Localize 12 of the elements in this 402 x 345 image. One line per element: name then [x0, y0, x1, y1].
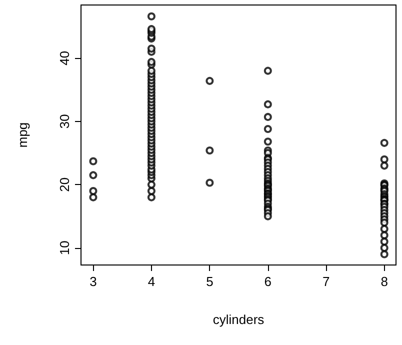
x-tick-label: 5	[206, 274, 214, 289]
x-axis-title: cylinders	[212, 312, 265, 327]
x-tick-label: 8	[380, 274, 388, 289]
x-tick-label: 6	[264, 274, 272, 289]
y-axis-title: mpg	[15, 122, 30, 148]
y-tick-label: 20	[57, 177, 72, 192]
y-tick-label: 40	[57, 50, 72, 66]
x-tick-label: 4	[148, 274, 156, 289]
x-tick-label: 3	[90, 274, 97, 289]
x-tick-label: 7	[322, 274, 330, 289]
y-tick-label: 10	[57, 240, 72, 256]
y-tick-label: 30	[57, 114, 72, 129]
